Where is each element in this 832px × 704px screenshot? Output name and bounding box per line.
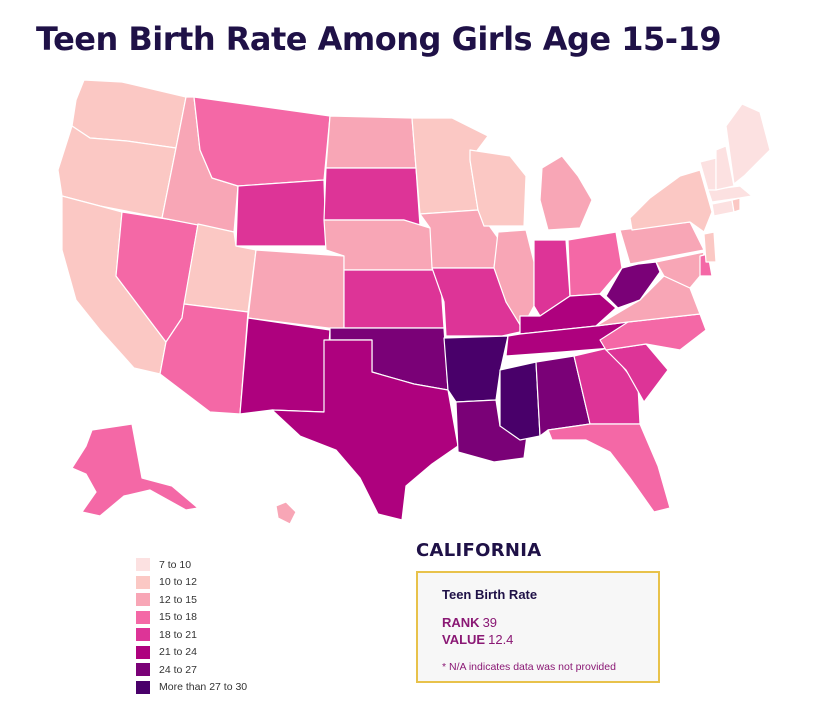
na-footnote: * N/A indicates data was not provided <box>442 661 616 673</box>
state-georgia[interactable] <box>573 347 641 425</box>
legend-label: 7 to 10 <box>159 558 192 571</box>
legend-swatch <box>136 645 150 659</box>
legend-item: 12 to 15 <box>136 591 247 609</box>
metric-heading: Teen Birth Rate <box>442 587 538 602</box>
us-choropleth-map <box>57 79 771 525</box>
legend-label: 12 to 15 <box>159 593 197 606</box>
selected-state-name: CALIFORNIA <box>416 540 542 561</box>
legend-item: 18 to 21 <box>136 626 247 644</box>
state-mississippi[interactable] <box>499 361 541 441</box>
state-florida[interactable] <box>547 423 671 513</box>
state-massachusetts[interactable] <box>707 185 753 203</box>
state-hawaii[interactable] <box>275 501 297 525</box>
legend-swatch <box>136 610 150 624</box>
legend-item: 24 to 27 <box>136 661 247 679</box>
legend-label: More than 27 to 30 <box>159 681 248 694</box>
value-row: VALUE 12.4 <box>442 632 513 647</box>
rank-row: RANK 39 <box>442 615 497 630</box>
state-west-virginia[interactable] <box>605 261 661 309</box>
rank-label: RANK <box>442 615 480 630</box>
state-rhode-island[interactable] <box>731 197 741 213</box>
state-colorado[interactable] <box>247 249 345 331</box>
legend-label: 15 to 18 <box>159 611 197 624</box>
legend-swatch <box>136 628 150 642</box>
rate-value: 12.4 <box>488 632 514 647</box>
legend-item: 21 to 24 <box>136 644 247 662</box>
state-wyoming[interactable] <box>235 179 327 247</box>
state-new-jersey[interactable] <box>703 231 717 263</box>
state-michigan[interactable] <box>539 155 593 231</box>
state-wisconsin[interactable] <box>469 149 527 227</box>
legend-swatch <box>136 663 150 677</box>
legend-label: 24 to 27 <box>159 663 197 676</box>
legend-label: 10 to 12 <box>159 576 197 589</box>
state-new-hampshire[interactable] <box>715 145 735 191</box>
state-connecticut[interactable] <box>711 199 735 217</box>
legend-item: 7 to 10 <box>136 556 247 574</box>
legend-swatch <box>136 593 150 607</box>
state-new-york[interactable] <box>629 169 713 233</box>
state-new-mexico[interactable] <box>239 317 331 415</box>
legend-swatch <box>136 558 150 572</box>
legend-label: 18 to 21 <box>159 628 197 641</box>
state-kansas[interactable] <box>343 269 445 329</box>
rank-value: 39 <box>482 615 498 630</box>
legend-swatch <box>136 575 150 589</box>
legend-swatch <box>136 680 150 694</box>
state-maine[interactable] <box>725 103 771 185</box>
state-info-panel: Teen Birth Rate RANK 39 VALUE 12.4 * N/A i… <box>416 571 660 683</box>
legend-item: 15 to 18 <box>136 609 247 627</box>
state-maryland[interactable] <box>655 251 705 289</box>
state-north-dakota[interactable] <box>325 115 417 169</box>
legend: 7 to 10 10 to 12 12 to 15 15 to 18 18 to… <box>136 556 247 696</box>
legend-label: 21 to 24 <box>159 646 197 659</box>
legend-item: 10 to 12 <box>136 574 247 592</box>
state-montana[interactable] <box>193 96 331 187</box>
state-texas[interactable] <box>271 339 459 521</box>
state-alaska[interactable] <box>71 423 199 517</box>
state-south-dakota[interactable] <box>323 167 421 227</box>
state-arkansas[interactable] <box>443 335 509 403</box>
state-louisiana[interactable] <box>455 399 529 463</box>
map-title: Teen Birth Rate Among Girls Age 15-19 <box>36 20 722 58</box>
legend-item: More than 27 to 30 <box>136 679 247 697</box>
value-label: VALUE <box>442 632 486 647</box>
state-ohio[interactable] <box>567 231 623 297</box>
